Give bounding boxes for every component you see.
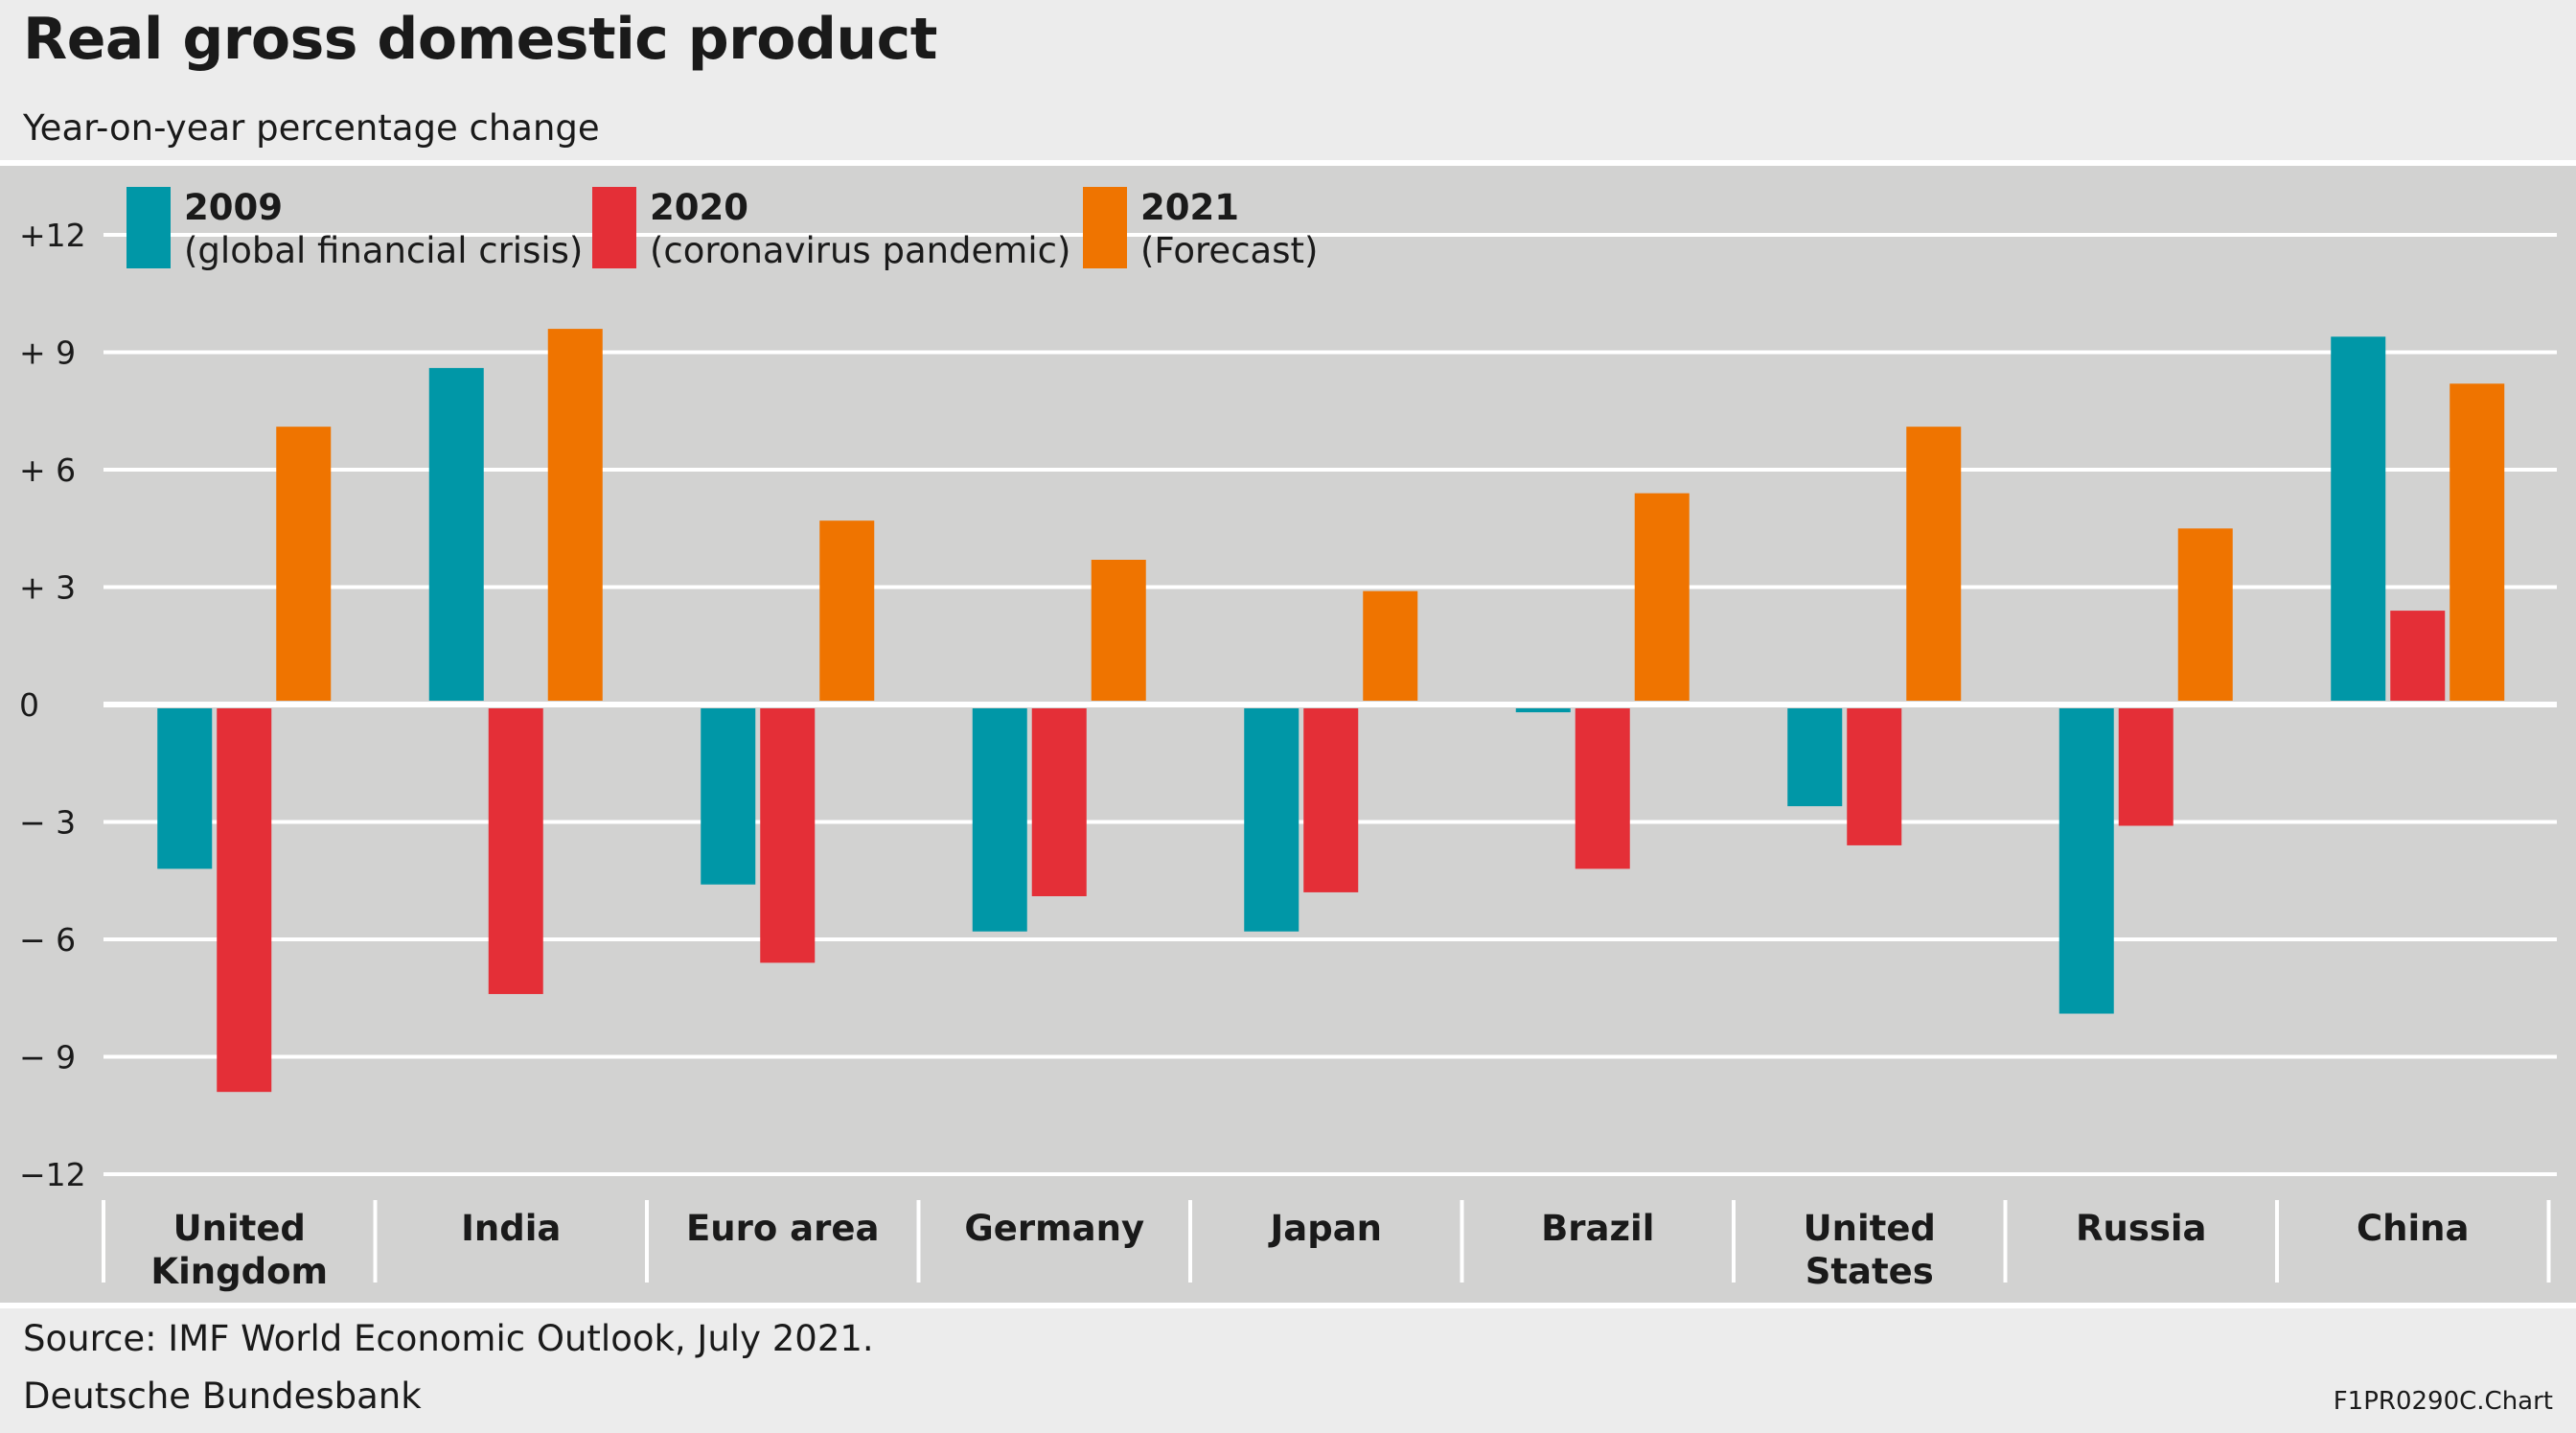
bar-2009-germany	[972, 708, 1027, 932]
category-label: Brazil	[1541, 1208, 1654, 1249]
bar-2020-united-states	[1847, 708, 1902, 845]
bar-2021-united-kingdom	[276, 427, 332, 701]
bar-2009-united-states	[1787, 708, 1843, 807]
y-tick-label: + 9	[19, 335, 76, 372]
bar-2009-united-kingdom	[157, 708, 213, 869]
category-label: Kingdom	[150, 1251, 328, 1292]
chart-subtitle: Year-on-year percentage change	[23, 107, 600, 149]
bar-2020-japan	[1303, 708, 1359, 892]
y-tick-label: 0	[19, 686, 39, 724]
bar-2021-japan	[1363, 590, 1418, 701]
bar-2020-india	[488, 708, 543, 995]
category-label: United	[173, 1208, 306, 1249]
bar-2020-russia	[2118, 708, 2174, 826]
legend-label-2009: 2009	[184, 187, 283, 228]
legend-label-2021: 2021	[1140, 187, 1239, 228]
y-tick-label: − 3	[19, 804, 76, 842]
legend: 2009(global financial crisis) 2020(corona…	[126, 187, 1318, 271]
bar-2021-china	[2450, 383, 2505, 701]
bars	[157, 329, 2505, 1093]
bar-2009-brazil	[1515, 708, 1571, 713]
category-label: China	[2357, 1208, 2470, 1249]
y-tick-label: + 6	[19, 451, 76, 489]
legend-description-2009: (global financial crisis)	[184, 230, 583, 271]
legend-swatch-2009	[126, 187, 171, 268]
bar-2009-euro-area	[701, 708, 756, 885]
bar-2020-china	[2390, 611, 2446, 701]
y-axis: +12 + 9 + 6 + 3 0 − 3 − 6 − 9 −12	[19, 217, 86, 1193]
bar-2021-germany	[1091, 560, 1146, 701]
category-label: Japan	[1267, 1208, 1382, 1249]
chart-title: Real gross domestic product	[23, 6, 937, 73]
bar-2009-india	[428, 367, 484, 701]
bar-2020-euro-area	[760, 708, 816, 963]
publisher-note: Deutsche Bundesbank	[23, 1375, 422, 1417]
category-label: Euro area	[686, 1208, 879, 1249]
category-label: States	[1806, 1251, 1934, 1292]
category-label: Russia	[2076, 1208, 2207, 1249]
bar-2020-brazil	[1575, 708, 1630, 869]
y-tick-label: + 3	[19, 569, 76, 607]
y-tick-label: − 6	[19, 921, 76, 959]
bar-2020-germany	[1031, 708, 1087, 896]
bar-2021-united-states	[1906, 427, 1962, 701]
bar-2021-russia	[2177, 528, 2233, 701]
category-label: United	[1804, 1208, 1936, 1249]
y-tick-label: +12	[19, 217, 86, 254]
legend-description-2020: (coronavirus pandemic)	[650, 230, 1070, 271]
y-tick-label: −12	[19, 1156, 86, 1193]
bar-2021-euro-area	[819, 520, 875, 701]
bar-2020-united-kingdom	[217, 708, 272, 1093]
legend-swatch-2021	[1083, 187, 1127, 268]
bar-2009-russia	[2058, 708, 2114, 1014]
bar-2009-china	[2331, 336, 2386, 701]
bar-2009-japan	[1244, 708, 1300, 932]
bar-2021-india	[547, 329, 603, 701]
legend-description-2021: (Forecast)	[1140, 230, 1318, 271]
category-label: India	[461, 1208, 561, 1249]
y-tick-label: − 9	[19, 1039, 76, 1076]
chart-code: F1PR0290C.Chart	[2333, 1387, 2553, 1416]
source-note: Source: IMF World Economic Outlook, July…	[23, 1318, 874, 1359]
bar-2021-brazil	[1634, 493, 1690, 701]
legend-swatch-2020	[592, 187, 636, 268]
legend-label-2020: 2020	[650, 187, 748, 228]
category-label: Germany	[964, 1208, 1144, 1249]
